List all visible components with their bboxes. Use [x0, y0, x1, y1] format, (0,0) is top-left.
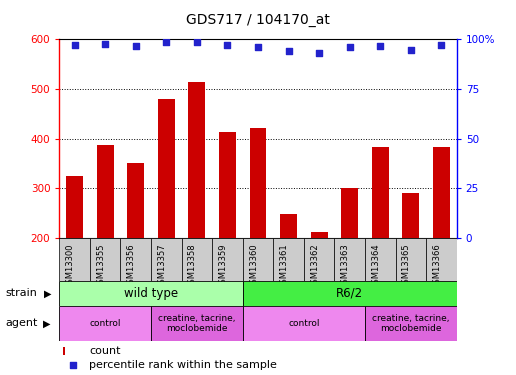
Bar: [433, 147, 450, 238]
Point: [437, 42, 445, 48]
Point: [376, 44, 384, 50]
Text: GSM13361: GSM13361: [280, 243, 288, 289]
Point: [162, 39, 170, 45]
Text: GSM13364: GSM13364: [371, 243, 380, 289]
Text: GSM13356: GSM13356: [127, 243, 136, 289]
Bar: [334, 238, 365, 281]
Text: GSM13366: GSM13366: [432, 243, 441, 289]
Bar: [66, 176, 83, 238]
Bar: [311, 232, 328, 238]
Bar: [426, 238, 457, 281]
Bar: [243, 238, 273, 281]
Bar: [90, 238, 120, 281]
Point: [69, 362, 77, 368]
Bar: [59, 238, 90, 281]
Point: [315, 50, 323, 56]
Point: [223, 42, 232, 48]
Bar: [365, 306, 457, 341]
Text: GDS717 / 104170_at: GDS717 / 104170_at: [186, 13, 330, 27]
Text: ▶: ▶: [43, 318, 51, 328]
Bar: [158, 99, 175, 238]
Text: creatine, tacrine,
moclobemide: creatine, tacrine, moclobemide: [158, 314, 236, 333]
Bar: [341, 188, 358, 238]
Text: ▶: ▶: [44, 288, 52, 298]
Text: R6/2: R6/2: [336, 287, 363, 300]
Text: GSM13363: GSM13363: [341, 243, 350, 289]
Bar: [250, 128, 266, 238]
Text: GSM13355: GSM13355: [96, 243, 105, 289]
Point: [346, 44, 354, 50]
Bar: [63, 346, 65, 355]
Text: GSM13358: GSM13358: [188, 243, 197, 289]
Text: strain: strain: [5, 288, 37, 298]
Point: [71, 42, 79, 48]
Text: wild type: wild type: [124, 287, 178, 300]
Bar: [396, 238, 426, 281]
Bar: [97, 145, 114, 238]
Text: percentile rank within the sample: percentile rank within the sample: [89, 360, 277, 370]
Bar: [243, 281, 457, 306]
Bar: [273, 238, 304, 281]
Bar: [365, 238, 396, 281]
Point: [284, 48, 293, 54]
Bar: [127, 163, 144, 238]
Bar: [151, 306, 243, 341]
Text: GSM13360: GSM13360: [249, 243, 258, 289]
Text: GSM13362: GSM13362: [310, 243, 319, 289]
Bar: [219, 132, 236, 238]
Point: [101, 41, 109, 47]
Bar: [402, 193, 419, 238]
Text: creatine, tacrine,
moclobemide: creatine, tacrine, moclobemide: [372, 314, 449, 333]
Bar: [182, 238, 212, 281]
Bar: [59, 281, 243, 306]
Bar: [59, 306, 151, 341]
Bar: [372, 147, 389, 238]
Bar: [212, 238, 243, 281]
Text: GSM13357: GSM13357: [157, 243, 166, 289]
Bar: [243, 306, 365, 341]
Text: GSM13300: GSM13300: [66, 243, 75, 289]
Point: [132, 44, 140, 50]
Bar: [188, 82, 205, 238]
Text: GSM13359: GSM13359: [218, 243, 228, 289]
Bar: [280, 214, 297, 238]
Text: control: control: [288, 319, 319, 328]
Text: GSM13365: GSM13365: [402, 243, 411, 289]
Point: [407, 47, 415, 53]
Bar: [120, 238, 151, 281]
Text: count: count: [89, 346, 121, 356]
Point: [254, 44, 262, 50]
Bar: [151, 238, 182, 281]
Point: [193, 39, 201, 45]
Text: control: control: [89, 319, 121, 328]
Text: agent: agent: [5, 318, 38, 328]
Bar: [304, 238, 334, 281]
